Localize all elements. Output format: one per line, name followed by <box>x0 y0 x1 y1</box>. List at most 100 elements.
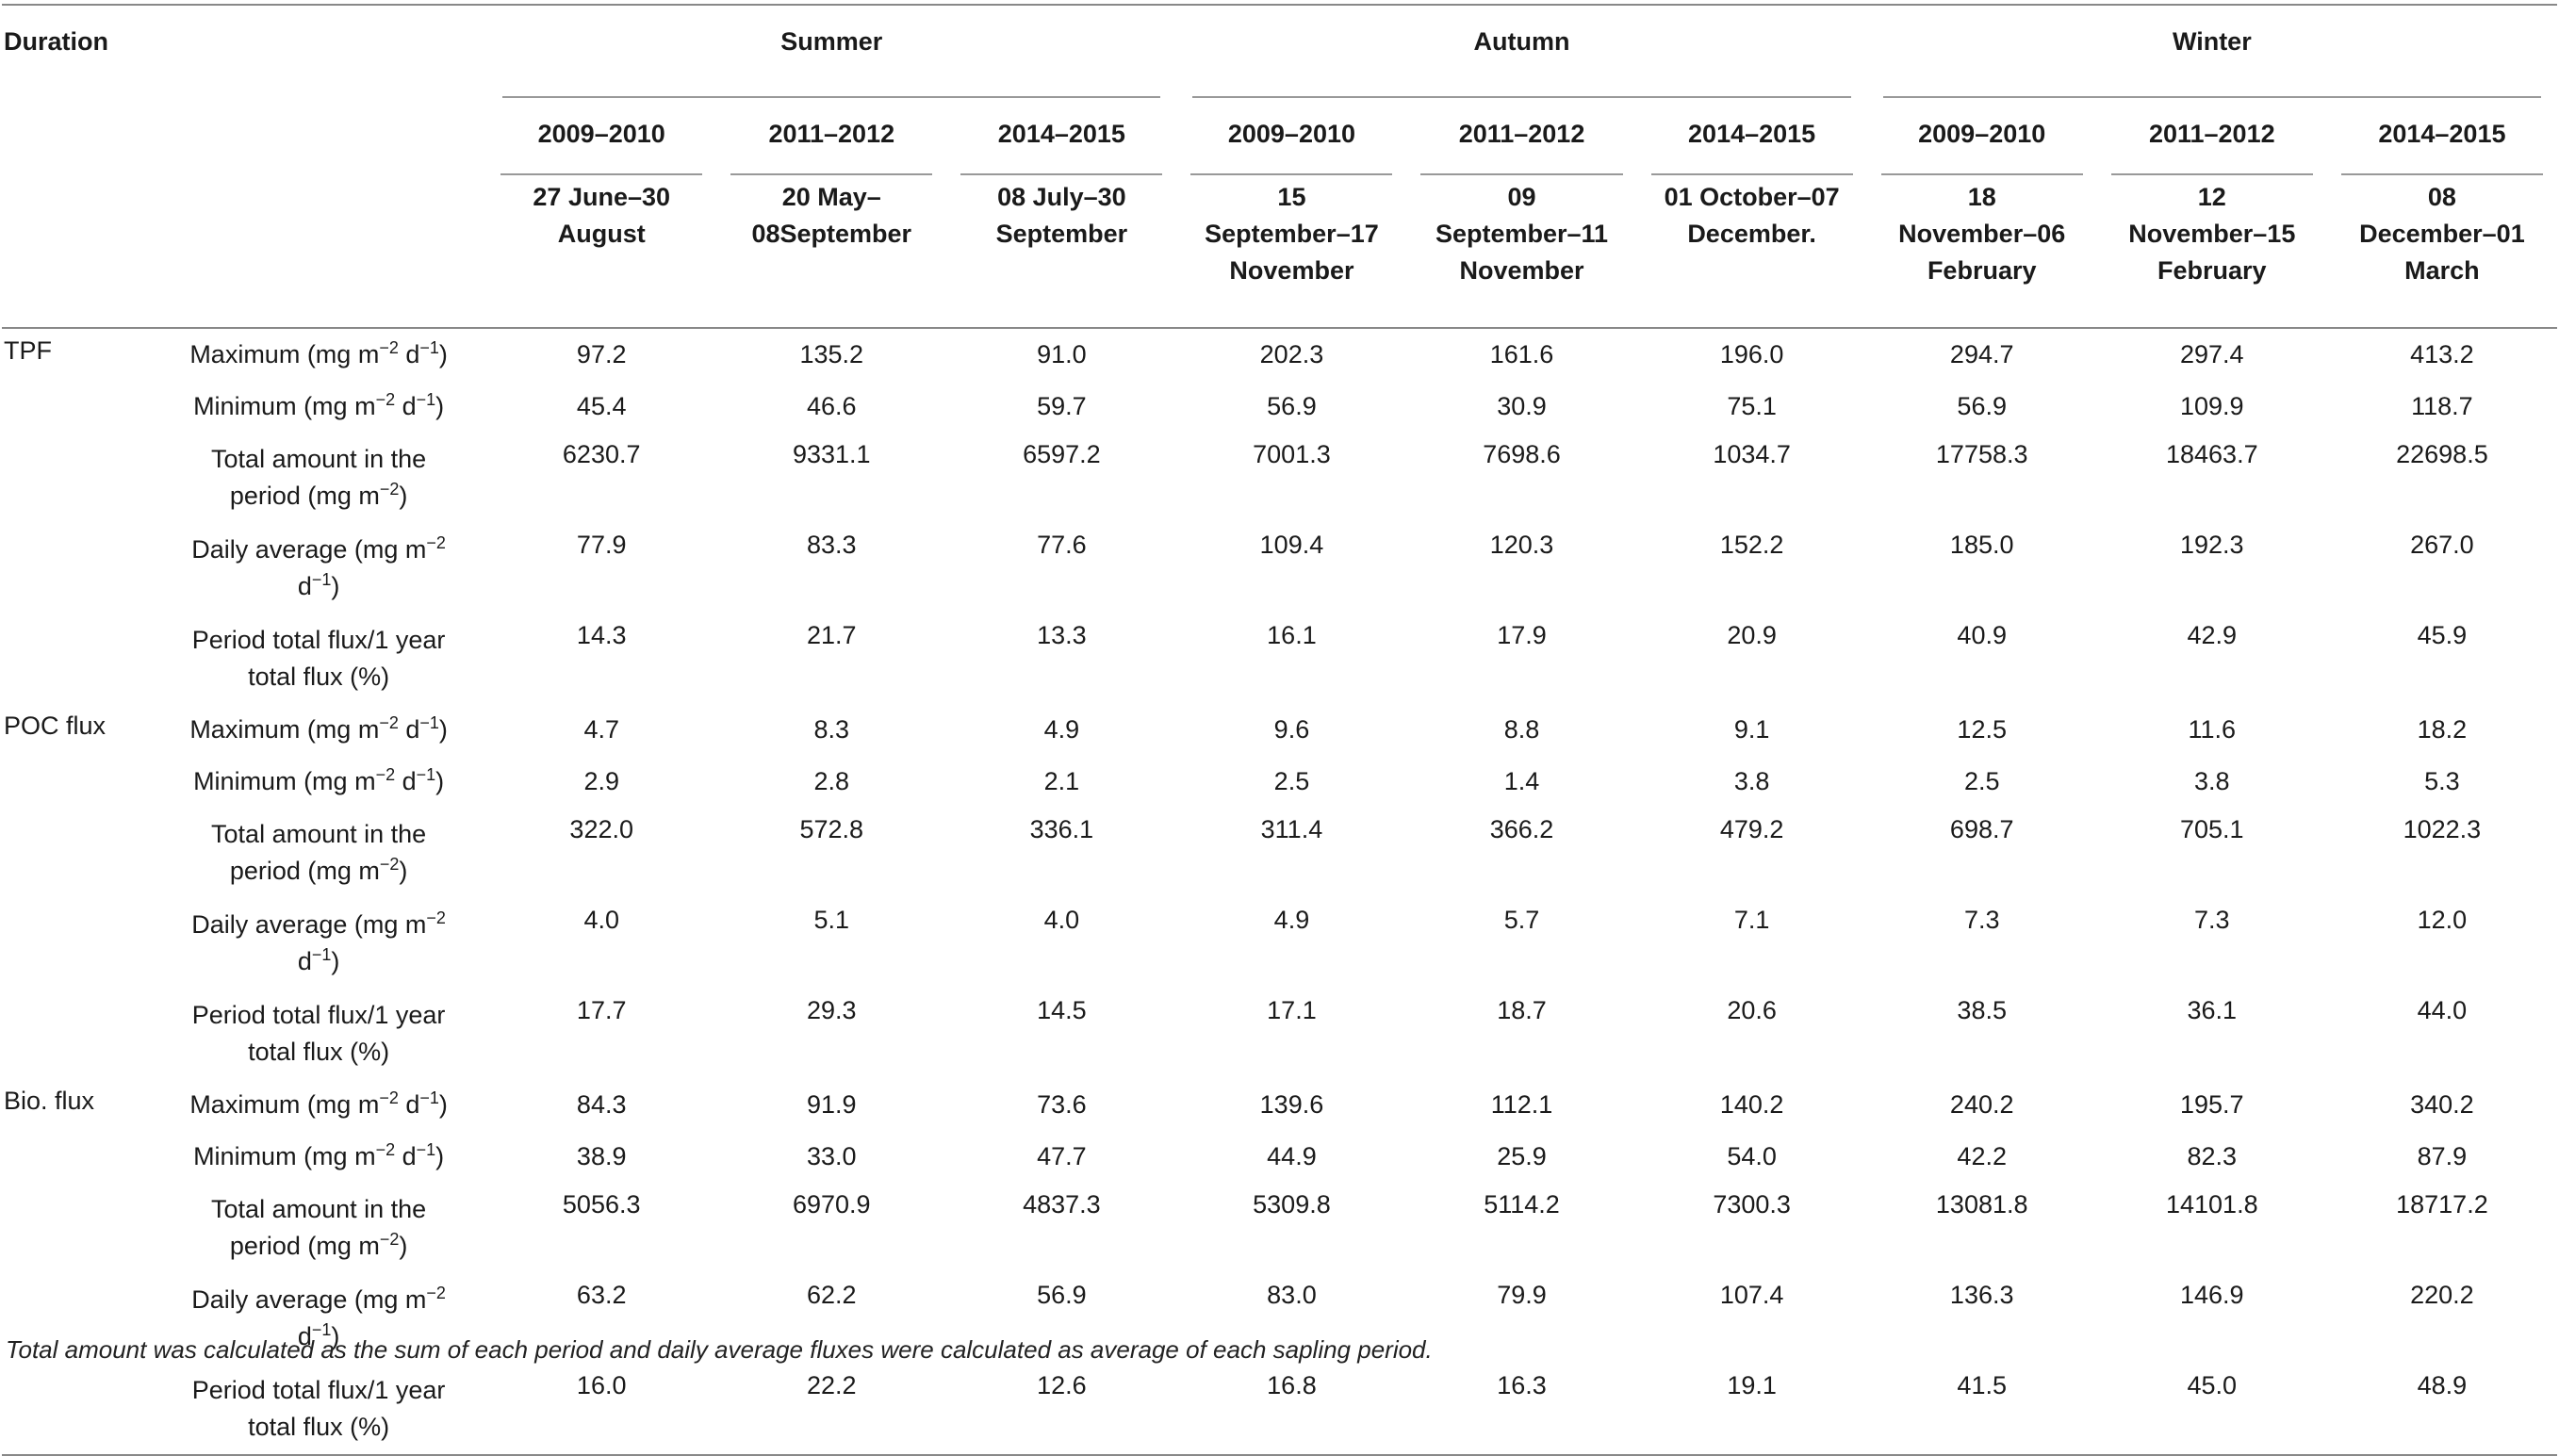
value-cell: 9.6 <box>1273 715 1310 744</box>
value-cell: 7.3 <box>2194 906 2230 934</box>
season-header-row: Duration Summer Autumn Winter <box>2 5 2557 98</box>
value-cell: 3.8 <box>1733 767 1770 795</box>
value-cell: 7.3 <box>1963 906 2000 934</box>
value-cell: 30.9 <box>1497 392 1547 420</box>
value-cell: 4.0 <box>583 906 619 934</box>
metric-label: Total amount in the period (mg m−2) <box>211 820 427 885</box>
season-winter: Winter <box>1867 5 2557 98</box>
value-cell: 336.1 <box>1029 815 1094 843</box>
table-row: TPF Maximum (mg m−2 d−1) 97.2 135.2 91.0 202.… <box>2 328 2557 381</box>
value-cell: 42.2 <box>1957 1142 2007 1170</box>
value-cell: 22.2 <box>716 1364 947 1456</box>
value-cell: 120.3 <box>1489 531 1554 559</box>
value-cell: 340.2 <box>2410 1090 2474 1119</box>
value-cell: 14.5 <box>1037 996 1087 1024</box>
date-range-header: 20 May– 08September <box>751 183 912 248</box>
date-range-header: 27 June–30 August <box>533 183 671 248</box>
table-row: Minimum (mg m−2 d−1) 2.9 2.8 2.1 2.5 1.4 3.8 2.… <box>2 756 2557 808</box>
season-autumn: Autumn <box>1176 5 1866 98</box>
group-label <box>2 898 151 989</box>
value-cell: 220.2 <box>2410 1281 2474 1309</box>
value-cell: 107.4 <box>1719 1281 1784 1309</box>
group-label <box>2 1364 152 1456</box>
value-cell: 7.1 <box>1733 906 1770 934</box>
value-cell: 267.0 <box>2410 531 2474 559</box>
value-cell: 2.8 <box>813 767 850 795</box>
table-row: Period total flux/1 year total flux (%) 16… <box>2 1364 2557 1456</box>
value-cell: 13081.8 <box>1935 1190 2028 1219</box>
value-cell: 366.2 <box>1489 815 1554 843</box>
date-range-header: 08 July–30 September <box>995 183 1128 248</box>
value-cell: 42.9 <box>2187 621 2238 649</box>
value-cell: 3.8 <box>2194 767 2230 795</box>
year-header: 2009–2010 <box>1867 98 2097 175</box>
value-cell: 1022.3 <box>2403 815 2482 843</box>
value-cell: 1.4 <box>1503 767 1540 795</box>
value-cell: 322.0 <box>569 815 633 843</box>
value-cell: 18.2 <box>2417 715 2468 744</box>
table-row: Daily average (mg m−2 d−1) 77.9 83.3 77.6 109… <box>2 523 2557 613</box>
value-cell: 192.3 <box>2180 531 2244 559</box>
value-cell: 8.3 <box>813 715 850 744</box>
value-cell: 38.9 <box>576 1142 627 1170</box>
table-body: TPF Maximum (mg m−2 d−1) 97.2 135.2 91.0 202.… <box>2 328 2557 1456</box>
date-range-header: 12 November–15 February <box>2128 183 2296 285</box>
metric-label: Total amount in the period (mg m−2) <box>211 1195 427 1260</box>
value-cell: 97.2 <box>576 340 627 368</box>
value-cell: 25.9 <box>1497 1142 1547 1170</box>
value-cell: 294.7 <box>1949 340 2014 368</box>
value-cell: 479.2 <box>1719 815 1784 843</box>
value-cell: 5.7 <box>1503 906 1540 934</box>
value-cell: 73.6 <box>1037 1090 1087 1119</box>
dates-header-row: 27 June–30 August 20 May– 08September 08 Jul… <box>2 175 2557 328</box>
value-cell: 45.4 <box>576 392 627 420</box>
table-row: Minimum (mg m−2 d−1) 45.4 46.6 59.7 56.9 30.9… <box>2 381 2557 433</box>
value-cell: 20.9 <box>1727 621 1777 649</box>
table-row: Period total flux/1 year total flux (%) 14… <box>2 613 2557 704</box>
value-cell: 7698.6 <box>1483 440 1561 468</box>
value-cell: 36.1 <box>2187 996 2238 1024</box>
value-cell: 14101.8 <box>2165 1190 2258 1219</box>
year-header: 2014–2015 <box>1637 98 1867 175</box>
value-cell: 79.9 <box>1497 1281 1547 1309</box>
metric-label: Daily average (mg m−2 d−1) <box>191 1284 446 1350</box>
year-header: 2009–2010 <box>486 98 716 175</box>
value-cell: 109.4 <box>1259 531 1324 559</box>
value-cell: 40.9 <box>1957 621 2007 649</box>
value-cell: 2.5 <box>1963 767 2000 795</box>
value-cell: 139.6 <box>1259 1090 1324 1119</box>
duration-header: Duration <box>4 27 108 56</box>
value-cell: 41.5 <box>1866 1364 2097 1456</box>
value-cell: 311.4 <box>1260 815 1323 843</box>
value-cell: 12.6 <box>946 1364 1177 1456</box>
year-header: 2009–2010 <box>1176 98 1406 175</box>
table-row: Total amount in the period (mg m−2) 5056.3… <box>2 1183 2557 1273</box>
value-cell: 4.0 <box>1043 906 1080 934</box>
value-cell: 45.0 <box>2096 1364 2327 1456</box>
value-cell: 195.7 <box>2180 1090 2244 1119</box>
value-cell: 1034.7 <box>1713 440 1791 468</box>
value-cell: 22698.5 <box>2396 440 2488 468</box>
date-range-header: 18 November–06 February <box>1898 183 2066 285</box>
metric-label: Maximum (mg m−2 d−1) <box>189 338 448 368</box>
value-cell: 5.1 <box>813 906 850 934</box>
table-row: Minimum (mg m−2 d−1) 38.9 33.0 47.7 44.9 25.9… <box>2 1131 2557 1183</box>
group-label <box>2 1183 151 1273</box>
value-cell: 5114.2 <box>1484 1190 1560 1219</box>
value-cell: 82.3 <box>2187 1142 2238 1170</box>
group-label: Bio. flux <box>4 1087 95 1115</box>
metric-label: Period total flux/1 year total flux (%) <box>191 626 446 691</box>
value-cell: 4837.3 <box>1023 1190 1101 1219</box>
value-cell: 12.5 <box>1957 715 2007 744</box>
value-cell: 6970.9 <box>792 1190 871 1219</box>
value-cell: 202.3 <box>1259 340 1324 368</box>
value-cell: 4.9 <box>1273 906 1310 934</box>
value-cell: 705.1 <box>2180 815 2244 843</box>
group-label: POC flux <box>4 712 107 740</box>
value-cell: 5309.8 <box>1253 1190 1331 1219</box>
value-cell: 48.9 <box>2326 1364 2557 1456</box>
value-cell: 62.2 <box>807 1281 857 1309</box>
group-label <box>2 523 151 613</box>
value-cell: 9.1 <box>1733 715 1770 744</box>
value-cell: 56.9 <box>1267 392 1317 420</box>
